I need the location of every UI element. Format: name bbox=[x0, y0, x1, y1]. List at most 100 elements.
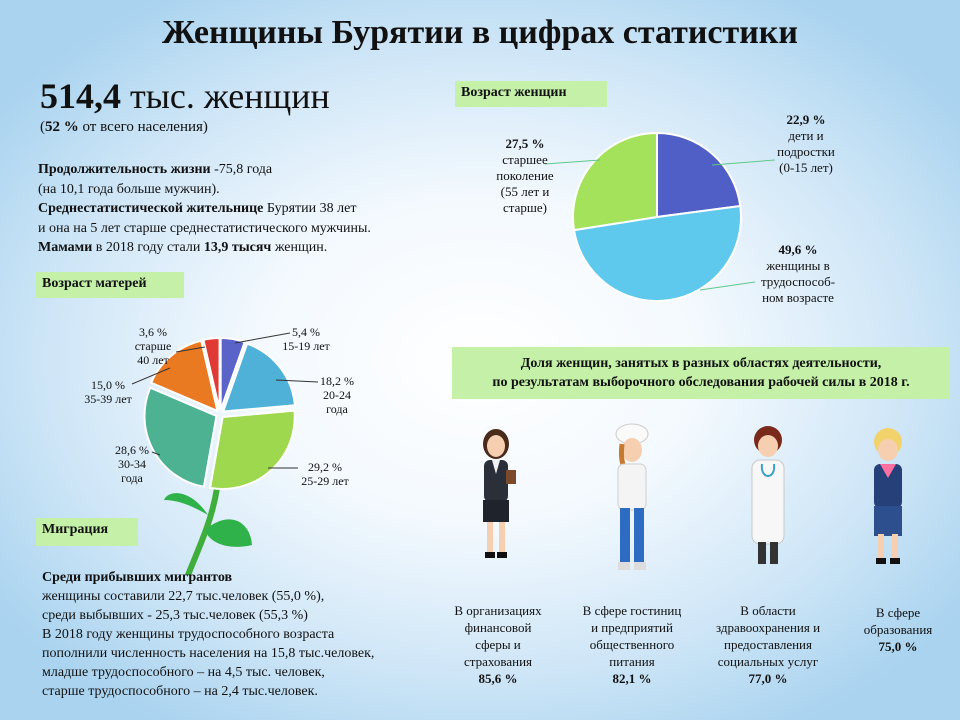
label-older-line-1: старшее bbox=[502, 152, 548, 167]
occupation-education-value: 75,0 % bbox=[878, 639, 918, 654]
occupation-finance-value: 85,6 % bbox=[478, 671, 518, 686]
label-older-line-4: старше) bbox=[503, 200, 547, 215]
summary-text: Продолжительность жизни -75,8 года (на 1… bbox=[38, 160, 448, 258]
mothers-age-slice-3 bbox=[143, 386, 218, 488]
label-m-40-pct: 3,6 % bbox=[139, 325, 167, 339]
label-m-20-24-line-2: года bbox=[326, 402, 348, 416]
occupation-education-line-2: образования bbox=[863, 622, 933, 637]
migration-text: Среди прибывших мигрантов женщины состав… bbox=[42, 568, 462, 701]
migration-line-2: среди выбывших - 25,3 тыс.человек (55,3 … bbox=[42, 608, 308, 623]
occupation-hospitality-line-4: питания bbox=[609, 654, 655, 669]
women-share-text: от всего населения) bbox=[82, 119, 208, 135]
label-m-30-34-pct: 28,6 % bbox=[115, 443, 149, 457]
label-children-line-3: (0-15 лет) bbox=[779, 160, 833, 175]
label-older-line-2: поколение bbox=[496, 168, 554, 183]
label-working-line-1: женщины в bbox=[766, 258, 830, 273]
mothers-age-tag: Возраст матерей bbox=[36, 272, 184, 298]
label-m-20-24-pct: 18,2 % bbox=[320, 374, 354, 388]
teacher-woman-icon bbox=[874, 428, 902, 564]
label-m-15-19-pct: 5,4 % bbox=[292, 325, 320, 339]
women-age-pie bbox=[572, 131, 742, 303]
average-woman-text: Бурятии 38 лет bbox=[266, 201, 357, 216]
migration-line-5: младше трудоспособного – на 4,5 тыс. чел… bbox=[42, 665, 325, 680]
label-children: 22,9 % дети и подростки (0-15 лет) bbox=[760, 112, 852, 176]
label-working: 49,6 % женщины в трудоспособ- ном возрас… bbox=[748, 242, 848, 306]
women-age-slice-1 bbox=[572, 204, 742, 303]
women-share-value: 52 % bbox=[45, 119, 79, 135]
leader-line-children bbox=[711, 159, 776, 166]
leader-line-working bbox=[699, 281, 756, 291]
migration-line-3: В 2018 году женщины трудоспособного возр… bbox=[42, 627, 335, 642]
occupation-healthcare-value: 77,0 % bbox=[748, 671, 788, 686]
label-older-line-3: (55 лет и bbox=[500, 184, 550, 199]
label-m-30-34-line-2: года bbox=[121, 471, 143, 485]
life-expectancy-label: Продолжительность жизни bbox=[38, 162, 211, 177]
label-children-pct: 22,9 % bbox=[786, 112, 826, 127]
migration-heading: Среди прибывших мигрантов bbox=[42, 570, 233, 585]
leader-line-m-15-19 bbox=[234, 332, 291, 344]
label-m-30-34: 28,6 % 30-34 года bbox=[106, 443, 158, 485]
mothers-age-slice-5 bbox=[202, 337, 221, 411]
occupations-title-line-1: Доля женщин, занятых в разных областях д… bbox=[520, 356, 882, 371]
mothers-age-slice-0 bbox=[219, 337, 246, 411]
mothers-age-slice-1 bbox=[221, 342, 296, 413]
page-title: Женщины Бурятии в цифрах статистики bbox=[162, 14, 798, 51]
flower-leaf-right bbox=[205, 519, 252, 547]
label-m-15-19-text: 15-19 лет bbox=[282, 339, 330, 353]
label-m-35-39-text: 35-39 лет bbox=[84, 392, 132, 406]
occupation-hospitality-line-1: В сфере гостиниц bbox=[582, 603, 682, 618]
label-m-20-24: 18,2 % 20-24 года bbox=[312, 374, 362, 416]
mothers-age-pie bbox=[143, 337, 296, 490]
mothers-age-slice-4 bbox=[149, 339, 219, 413]
occupation-hospitality: В сфере гостиниц и предприятий обществен… bbox=[566, 602, 698, 687]
average-woman-note: и она на 5 лет старше среднестатистическ… bbox=[38, 220, 371, 236]
women-count-unit: тыс. женщин bbox=[130, 76, 330, 116]
label-working-pct: 49,6 % bbox=[778, 242, 818, 257]
occupation-healthcare: В области здравоохранения и предоставлен… bbox=[700, 602, 836, 687]
occupation-education-line-1: В сфере bbox=[875, 605, 921, 620]
label-m-35-39-pct: 15,0 % bbox=[91, 378, 125, 392]
leader-line-m-40 bbox=[175, 346, 206, 353]
occupation-education: В сфере образования 75,0 % bbox=[846, 604, 950, 655]
life-expectancy-value: -75,8 года bbox=[214, 162, 273, 177]
label-m-25-29-text: 25-29 лет bbox=[301, 474, 349, 488]
occupation-finance-line-3: сферы и bbox=[475, 637, 521, 652]
women-age-slice-2 bbox=[572, 131, 658, 232]
label-m-25-29: 29,2 % 25-29 лет bbox=[294, 460, 356, 488]
mothers-tail: женщин. bbox=[274, 240, 328, 255]
occupation-finance-line-4: страхования bbox=[463, 654, 532, 669]
label-older-pct: 27,5 % bbox=[505, 136, 545, 151]
flower-leaf-left bbox=[164, 493, 208, 515]
flower-decoration bbox=[164, 487, 252, 577]
occupation-finance: В организациях финансовой сферы и страхо… bbox=[438, 602, 558, 687]
migration-line-4: пополнили численность населения на 15,8 … bbox=[42, 646, 375, 661]
label-m-20-24-line-1: 20-24 bbox=[323, 388, 351, 402]
label-m-25-29-pct: 29,2 % bbox=[308, 460, 342, 474]
occupation-healthcare-line-3: предоставления bbox=[724, 637, 812, 652]
leader-line-older bbox=[544, 159, 601, 165]
women-age-tag: Возраст женщин bbox=[455, 81, 607, 107]
label-m-40-line-1: старше bbox=[134, 339, 172, 353]
occupations-title-line-2: по результатам выборочного обследования … bbox=[492, 375, 910, 390]
leader-lines bbox=[131, 159, 776, 469]
mothers-age-slice-2 bbox=[208, 409, 296, 490]
women-count: 514,4 тыс. женщин bbox=[40, 75, 330, 117]
doctor-woman-icon bbox=[751, 426, 785, 564]
occupation-hospitality-line-3: общественного bbox=[589, 637, 675, 652]
label-m-40-line-2: 40 лет bbox=[137, 353, 169, 367]
label-working-line-3: ном возрасте bbox=[762, 290, 834, 305]
occupations-header: Доля женщин, занятых в разных областях д… bbox=[452, 347, 950, 399]
businesswoman-icon bbox=[483, 429, 516, 558]
mothers-text: в 2018 году стали bbox=[95, 240, 201, 255]
label-m-35-39: 15,0 % 35-39 лет bbox=[76, 378, 140, 406]
occupation-finance-line-1: В организациях bbox=[454, 603, 542, 618]
label-children-line-1: дети и bbox=[788, 128, 824, 143]
flower-stem bbox=[185, 487, 220, 577]
life-expectancy-note: (на 10,1 года больше мужчин). bbox=[38, 181, 220, 197]
leader-line-m-30-34 bbox=[151, 451, 161, 456]
leader-line-m-35-39 bbox=[131, 367, 171, 385]
mothers-label: Мамами bbox=[38, 240, 93, 255]
chef-woman-icon bbox=[615, 423, 649, 570]
migration-tag: Миграция bbox=[36, 518, 138, 546]
